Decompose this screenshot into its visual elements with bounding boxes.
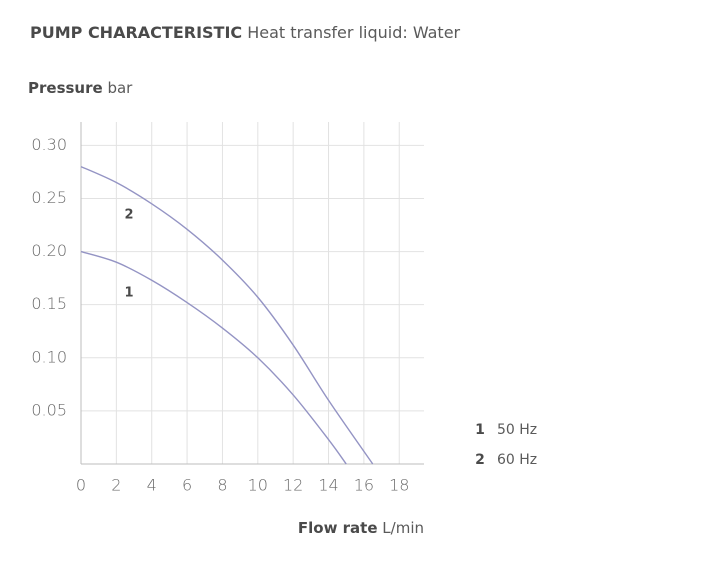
y-axis-title: Pressure bar	[28, 79, 133, 97]
legend-label: 60 Hz	[497, 452, 537, 468]
x-tick-label: 16	[354, 476, 374, 495]
x-tick-label: 12	[283, 476, 303, 495]
curve	[80, 165, 374, 465]
y-unit: bar	[107, 79, 133, 97]
chart-subtitle: Heat transfer liquid: Water	[247, 23, 460, 42]
x-tick-label: 4	[147, 476, 157, 495]
y-tick-label: 0.05	[31, 400, 67, 419]
y-tick-label: 0.20	[31, 241, 67, 260]
x-unit: L/min	[382, 519, 424, 537]
curve-key: 1	[125, 286, 134, 301]
y-label: Pressure	[28, 79, 103, 97]
x-label: Flow rate	[298, 519, 378, 537]
curve-key: 2	[125, 208, 134, 223]
x-axis-title: Flow rate L/min	[298, 519, 424, 537]
legend-key: 1	[475, 422, 485, 438]
x-tick-label: 2	[111, 476, 121, 495]
legend-key: 2	[475, 452, 485, 468]
y-tick-label: 0.15	[31, 294, 67, 313]
legend-label: 50 Hz	[497, 422, 537, 438]
x-tick-label: 14	[318, 476, 338, 495]
y-tick-label: 0.10	[31, 347, 67, 366]
x-tick-label: 18	[389, 476, 409, 495]
x-tick-label: 10	[248, 476, 268, 495]
y-tick-label: 0.30	[31, 135, 67, 154]
y-tick-label: 0.25	[31, 188, 67, 207]
x-tick-label: 6	[182, 476, 192, 495]
curve	[80, 250, 347, 465]
chart-heading: PUMP CHARACTERISTIC Heat transfer liquid…	[30, 23, 461, 42]
x-tick-label: 0	[76, 476, 86, 495]
chart-title: PUMP CHARACTERISTIC	[30, 23, 242, 42]
x-tick-label: 8	[217, 476, 227, 495]
